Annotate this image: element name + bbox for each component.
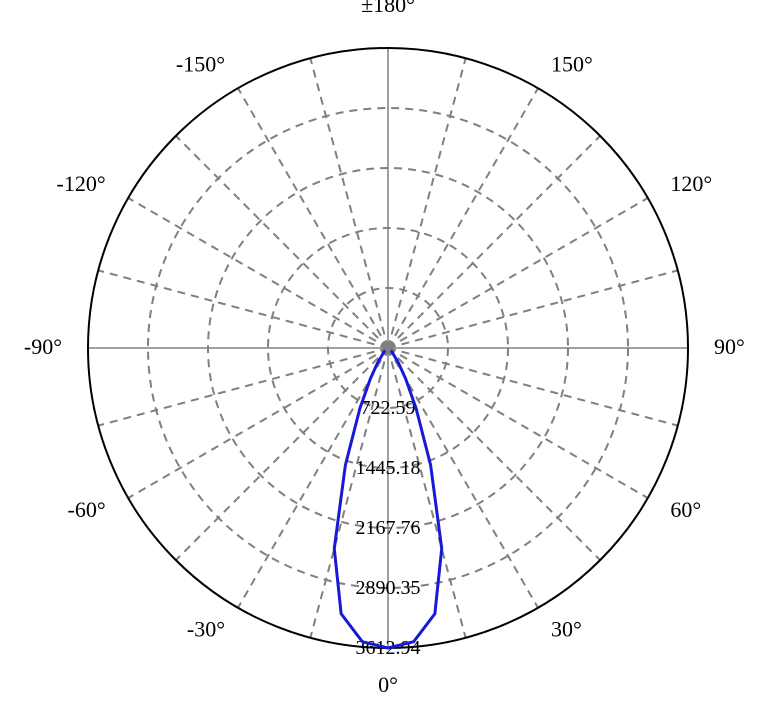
angle-label: 0° [378, 672, 398, 697]
grid-spoke [388, 348, 648, 498]
angle-label: ±180° [361, 0, 415, 17]
angle-label: 60° [670, 497, 701, 522]
radial-tick-label: 2890.35 [356, 577, 421, 599]
grid-spoke [128, 348, 388, 498]
grid-spoke [388, 88, 538, 348]
angle-label: 90° [714, 334, 745, 359]
polar-chart: 0° 30° 60° 90° 120° 150° ±180° -150° -120° -90° -6… [0, 0, 775, 702]
grid-spoke [176, 136, 388, 348]
radial-tick-label: 2167.76 [356, 517, 421, 539]
grid-spoke [388, 270, 678, 348]
grid-spoke [388, 198, 648, 348]
angle-label: -30° [187, 616, 225, 641]
angle-label: -150° [176, 52, 225, 77]
grid-spoke [128, 198, 388, 348]
angle-label: -120° [57, 171, 106, 196]
angle-label: 150° [551, 52, 593, 77]
grid-spoke [388, 136, 600, 348]
radial-tick-label: 1445.18 [356, 457, 421, 479]
center-dot [384, 344, 392, 352]
grid-spoke [388, 58, 466, 348]
grid-spoke [310, 58, 388, 348]
polar-svg: 0° 30° 60° 90° 120° 150° ±180° -150° -120° -90° -6… [0, 0, 775, 702]
grid-spoke [98, 348, 388, 426]
radial-tick-label: 722.59 [361, 397, 416, 419]
angle-label: -60° [68, 497, 106, 522]
angle-label: 120° [670, 171, 712, 196]
grid-spoke [238, 88, 388, 348]
angle-label: -90° [24, 334, 62, 359]
grid-spoke [98, 270, 388, 348]
angle-label: 30° [551, 616, 582, 641]
grid-spoke [388, 348, 678, 426]
